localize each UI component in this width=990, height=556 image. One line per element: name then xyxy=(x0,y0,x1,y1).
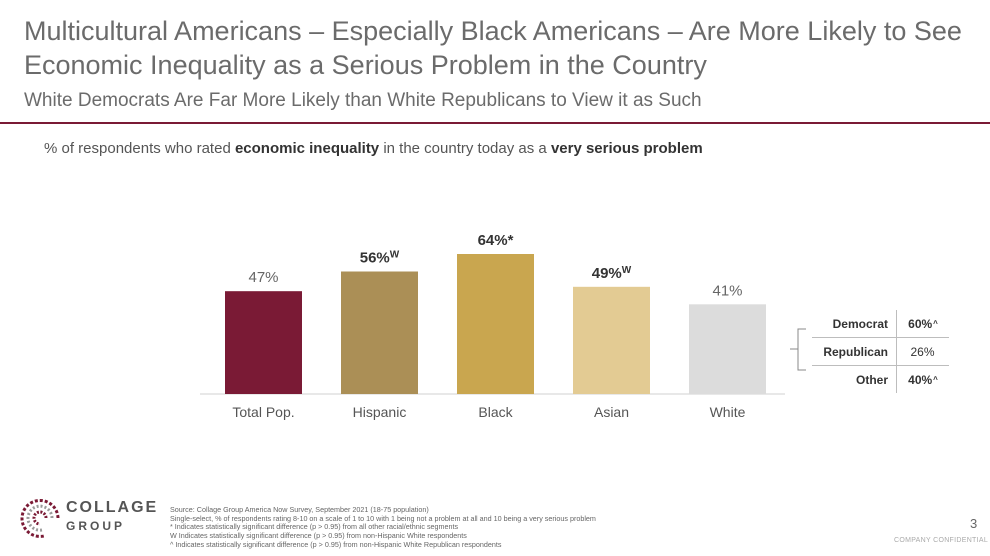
breakdown-row: Republican 26% xyxy=(812,337,949,365)
data-label: 41% xyxy=(712,282,742,299)
question-bold-1: economic inequality xyxy=(234,140,380,157)
bar xyxy=(457,254,534,394)
collage-group-logo xyxy=(20,498,60,538)
data-label: 49%W xyxy=(592,265,632,282)
breakdown-name: Republican xyxy=(823,344,888,359)
page-number: 3 xyxy=(970,516,978,531)
question-mid: in the country today as a xyxy=(379,140,551,157)
breakdown-name: Other xyxy=(855,372,888,387)
category-label: Asian xyxy=(594,404,629,420)
logo-text-group: GROUP xyxy=(66,519,126,533)
bar xyxy=(573,286,650,394)
bar xyxy=(225,291,302,394)
question-bold-2: very serious problem xyxy=(550,140,703,157)
question-text: % of respondents who rated economic ineq… xyxy=(44,140,944,157)
data-label: 47% xyxy=(248,269,278,286)
table-bracket xyxy=(790,328,806,371)
breakdown-name: Democrat xyxy=(832,316,888,331)
footnote-line: ^ Indicates statistically significant di… xyxy=(170,539,502,549)
category-label: Black xyxy=(478,404,513,420)
question-pre: % of respondents who rated xyxy=(44,140,235,157)
footnotes: Source: Collage Group America Now Survey… xyxy=(170,505,810,550)
footnote-line: Source: Collage Group America Now Survey… xyxy=(170,505,429,514)
significance-mark: W xyxy=(622,265,632,276)
white-party-breakdown-table: Democrat 60% ^ Republican 26% Other 40% ^ xyxy=(812,310,949,393)
confidential-label: COMPANY CONFIDENTIAL xyxy=(894,537,989,544)
category-label: Total Pop. xyxy=(232,404,294,420)
data-label: 56%W xyxy=(360,250,400,267)
logo-text-collage: COLLAGE xyxy=(66,499,159,516)
breakdown-row: Democrat 60% ^ xyxy=(812,310,949,337)
divider-rule xyxy=(0,122,990,124)
page-subtitle: White Democrats Are Far More Likely than… xyxy=(24,90,702,111)
page-title: Multicultural Americans – Especially Bla… xyxy=(24,16,962,80)
breakdown-value: 26% xyxy=(896,338,949,365)
footnote-line: Single-select, % of respondents rating 8… xyxy=(170,513,596,523)
category-label: Hispanic xyxy=(353,404,407,420)
data-label: 64%* xyxy=(478,232,514,249)
breakdown-row: Other 40% ^ xyxy=(812,365,949,393)
category-label: White xyxy=(710,404,746,420)
footnote-line: W Indicates statistically significant di… xyxy=(170,531,467,541)
breakdown-value: 60% ^ xyxy=(896,310,949,337)
significance-mark: W xyxy=(390,250,400,261)
bar-chart: 47% Total Pop. 56%W Hispanic 64%* Black 49%W As… xyxy=(200,232,785,420)
bar xyxy=(341,271,418,394)
bar xyxy=(689,304,766,394)
breakdown-value: 40% ^ xyxy=(896,366,949,393)
footnote-line: * Indicates statistically significant di… xyxy=(170,522,459,532)
